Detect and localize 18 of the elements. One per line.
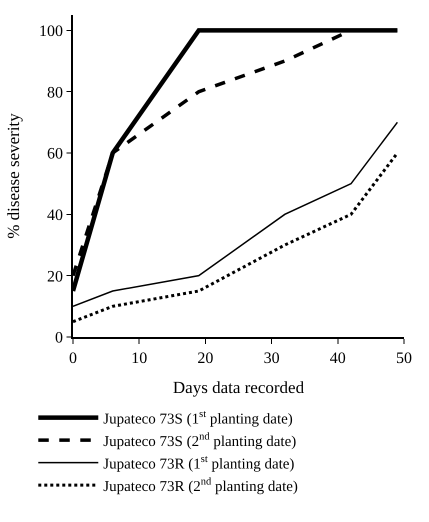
x-tick-label: 0 — [69, 350, 77, 367]
x-tick-label: 50 — [396, 350, 412, 367]
y-tick-label: 100 — [39, 22, 64, 40]
legend-label: Jupateco 73S (2$^{nd}$ planting date) — [103, 432, 296, 450]
x-tick-label: 20 — [197, 350, 214, 367]
y-axis-title: % disease severity — [4, 112, 24, 239]
legend-label: Jupateco 73R (2$^{nd}$ planting date) — [103, 476, 298, 495]
x-tick-label: 10 — [131, 350, 148, 367]
x-tick-label: 30 — [264, 350, 280, 367]
y-tick-label: 60 — [47, 146, 64, 163]
legend-label: Jupateco 73S (1$^{st}$ planting date) — [103, 409, 293, 428]
x-axis-title: Days data recorded — [172, 378, 305, 397]
x-tick-label: 40 — [330, 350, 346, 367]
y-tick-label: 40 — [47, 206, 64, 224]
y-tick-label: 0 — [55, 330, 64, 347]
legend-label: Jupateco 73R (1$^{st}$ planting date) — [103, 454, 294, 472]
y-tick-label: 20 — [47, 268, 64, 286]
y-tick-label: 80 — [47, 84, 64, 102]
